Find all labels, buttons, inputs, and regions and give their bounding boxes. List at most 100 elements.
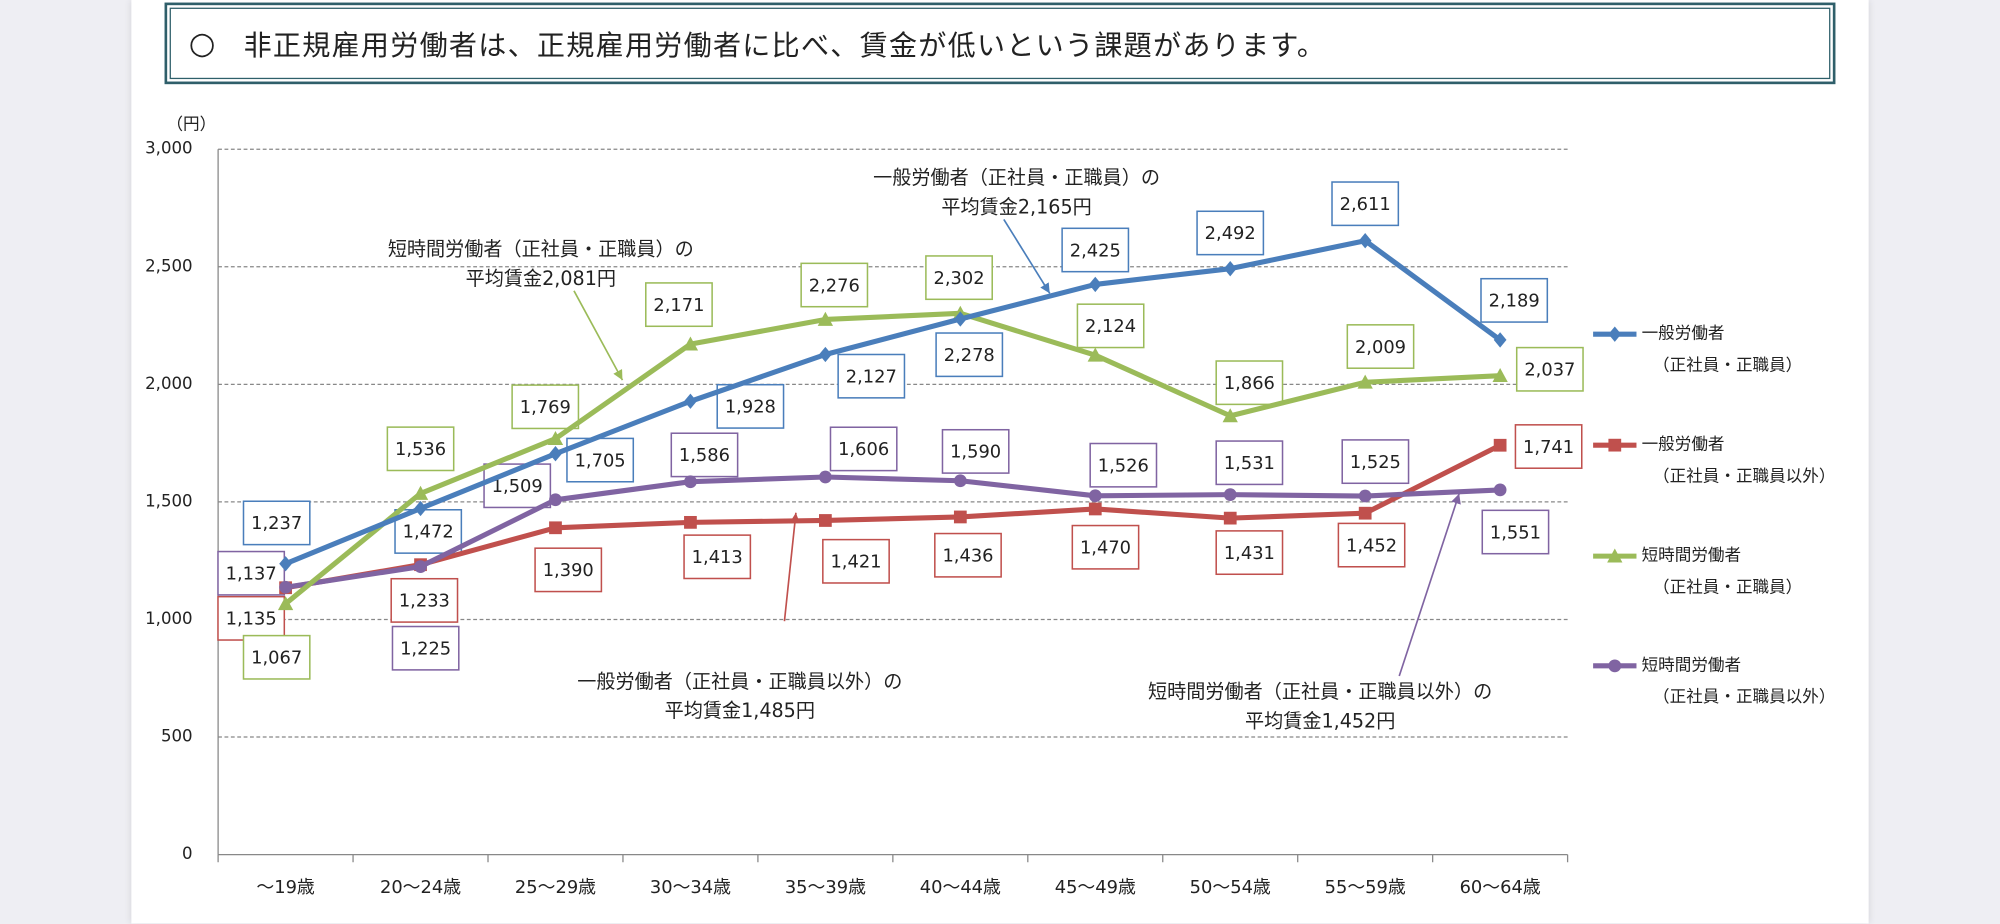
x-tick-label: 20～24歳 (380, 877, 461, 898)
data-label-box (1215, 530, 1284, 576)
data-label: 2,037 (1524, 360, 1575, 381)
data-point-diamond (819, 346, 832, 363)
x-tick-label: 40～44歳 (920, 877, 1001, 898)
annotation-arrow (573, 290, 624, 381)
data-label-box (511, 384, 580, 430)
data-label-box (670, 432, 739, 478)
data-label: 1,536 (395, 439, 446, 460)
data-point-square (1223, 511, 1237, 525)
data-point-circle (1493, 483, 1507, 497)
data-label: 2,278 (944, 345, 995, 366)
annotation-arrow (783, 512, 800, 622)
data-label: 2,492 (1205, 223, 1256, 244)
data-label-box (217, 595, 286, 641)
data-point-square (549, 521, 562, 535)
data-label: 1,421 (830, 552, 881, 573)
data-label: 1,390 (543, 560, 594, 581)
data-label: 1,531 (1224, 453, 1275, 474)
bullet-circle: ○ (188, 25, 216, 62)
data-label-box (217, 550, 286, 596)
data-label-box (935, 332, 1004, 378)
data-label-box (1331, 181, 1400, 227)
data-point-triangle (277, 596, 294, 611)
data-label: 2,276 (809, 275, 860, 296)
data-label-box (1071, 524, 1140, 570)
data-point-square (1493, 438, 1507, 452)
data-point-triangle (1357, 374, 1373, 389)
data-label: 1,606 (838, 439, 889, 460)
data-point-circle (953, 474, 967, 488)
data-point-circle (279, 580, 292, 594)
legend-label: 一般労働者 (1642, 324, 1725, 343)
data-label: 1,705 (575, 450, 626, 471)
y-tick-label: 1,000 (145, 609, 192, 628)
x-tick-label: 60～64歳 (1460, 877, 1541, 898)
x-tick-label: 25～29歳 (515, 877, 596, 898)
data-label-box (1346, 324, 1415, 369)
data-label: 1,769 (520, 397, 571, 418)
y-tick-label: 3,000 (145, 139, 192, 158)
data-point-circle (1223, 488, 1237, 502)
data-label-box (1337, 522, 1406, 568)
data-label-box (1481, 509, 1550, 555)
legend-sublabel: （正社員・正職員以外） (1653, 467, 1835, 486)
data-label-box (242, 500, 311, 546)
y-tick-label: 1,500 (145, 491, 192, 510)
series-1 (279, 438, 1507, 595)
annotation-line2: 平均賃金2,081円 (466, 267, 616, 290)
legend-sublabel: （正社員・正職員以外） (1653, 687, 1835, 706)
annotation-line2: 平均賃金2,165円 (941, 195, 1091, 218)
data-label-box (1480, 277, 1549, 323)
data-point-square (1088, 502, 1102, 516)
data-label-box (800, 262, 869, 308)
data-point-circle (549, 493, 562, 507)
y-tick-label: 500 (161, 727, 193, 746)
data-point-circle (414, 560, 427, 573)
data-label: 1,452 (1346, 535, 1397, 556)
legend-label: 一般労働者 (1642, 435, 1725, 454)
data-label: 1,590 (950, 442, 1001, 463)
series-line (285, 442, 1502, 591)
data-label-box (1514, 424, 1583, 469)
legend-sublabel: （正社員・正職員） (1653, 578, 1802, 597)
data-label: 2,009 (1355, 337, 1406, 358)
series-line (284, 238, 1502, 567)
data-label-box (242, 634, 311, 680)
data-label: 2,302 (934, 268, 985, 289)
data-point-circle (1608, 659, 1622, 673)
data-label: 2,171 (653, 295, 704, 316)
annotation-arrow (1398, 493, 1461, 677)
data-label-box (822, 538, 890, 584)
data-label: 1,586 (679, 445, 730, 466)
data-label-box (716, 383, 785, 429)
data-label-box (391, 625, 460, 671)
data-label: 1,525 (1350, 452, 1401, 473)
x-tick-label: 55～59歳 (1325, 877, 1406, 898)
data-label: 1,413 (692, 547, 743, 568)
data-label: 1,431 (1224, 543, 1275, 564)
data-label-box (386, 426, 455, 472)
legend-sublabel: （正社員・正職員） (1653, 356, 1802, 375)
data-point-square (1358, 506, 1372, 520)
data-point-circle (819, 470, 832, 484)
annotation-line1: 一般労働者（正社員・正職員）の (873, 166, 1160, 189)
data-point-diamond (279, 556, 292, 572)
data-label: 1,237 (251, 513, 302, 534)
annotation-line1: 短時間労働者（正社員・正職員）の (388, 237, 694, 260)
data-label-box (1196, 210, 1265, 256)
data-label-box (934, 532, 1002, 578)
data-point-triangle (1492, 368, 1508, 383)
data-label: 1,526 (1098, 455, 1149, 476)
data-label: 1,472 (403, 522, 454, 543)
data-label-box (1515, 346, 1584, 392)
series-line (285, 474, 1501, 590)
data-label: 2,425 (1070, 240, 1121, 261)
data-point-triangle (682, 336, 699, 351)
annotation-line2: 平均賃金1,452円 (1245, 709, 1395, 732)
data-label: 1,067 (251, 648, 302, 669)
data-label-box (1215, 360, 1284, 406)
data-label-box (1089, 442, 1158, 488)
data-label-box (390, 577, 459, 623)
y-tick-label: 2,500 (145, 256, 192, 275)
